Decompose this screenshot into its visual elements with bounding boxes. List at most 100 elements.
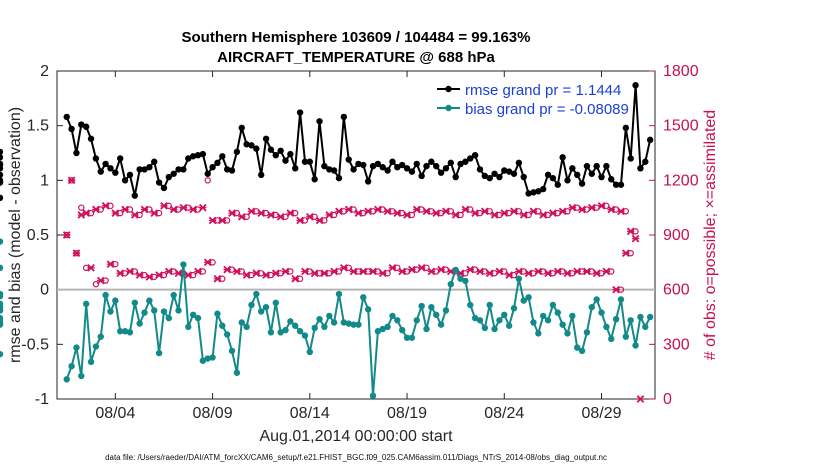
bias-data-point xyxy=(272,299,279,306)
assimilated-count-marker xyxy=(325,211,334,219)
assimilated-count-marker xyxy=(194,267,202,276)
rmse-data-point xyxy=(593,162,600,170)
assimilated-count-marker xyxy=(169,205,178,214)
rmse-data-point xyxy=(73,149,80,157)
assimilated-count-marker xyxy=(451,211,460,219)
bias-data-point xyxy=(423,325,430,333)
bias-data-point xyxy=(160,308,168,315)
assimilated-count-marker xyxy=(67,176,76,185)
assimilated-count-marker xyxy=(529,207,538,216)
rmse-data-point xyxy=(457,160,464,168)
assimilated-count-marker xyxy=(267,211,275,219)
assimilated-count-marker xyxy=(174,269,183,278)
bias-data-point xyxy=(102,291,109,299)
assimilated-count-marker xyxy=(354,209,363,217)
bias-data-point xyxy=(0,238,4,245)
bias-data-point xyxy=(535,330,542,337)
bias-data-point xyxy=(471,314,479,322)
y-right-tick-label: 300 xyxy=(663,336,690,353)
assimilated-count-marker xyxy=(403,211,411,219)
assimilated-count-marker xyxy=(140,205,149,214)
assimilated-count-marker xyxy=(340,263,348,272)
rmse-data-point xyxy=(515,159,523,167)
bias-data-point xyxy=(642,323,649,331)
rmse-data-point xyxy=(505,168,513,175)
rmse-data-point xyxy=(180,166,187,173)
rmse-data-point xyxy=(0,194,4,202)
assimilated-count-marker xyxy=(437,265,445,274)
assimilated-count-marker xyxy=(315,216,324,225)
rmse-data-point xyxy=(574,171,581,179)
bias-data-point xyxy=(505,322,513,329)
assimilated-count-marker xyxy=(583,267,591,276)
bias-data-point xyxy=(126,329,134,336)
rmse-data-point xyxy=(501,167,508,174)
bias-data-point xyxy=(243,323,250,331)
x-axis: 08/04 08/09 08/14 08/19 08/24 08/29 xyxy=(95,71,622,422)
assimilated-count-marker xyxy=(305,212,314,221)
bias-data-point xyxy=(136,320,143,327)
bias-data-point xyxy=(117,328,124,335)
assimilated-count-marker xyxy=(271,269,280,278)
rmse-data-point xyxy=(155,179,163,186)
rmse-data-point xyxy=(481,172,489,180)
rmse-data-point xyxy=(243,141,250,148)
rmse-data-point xyxy=(194,151,202,159)
rmse-data-point xyxy=(530,189,537,196)
chart-title: Southern Hemisphere 103609 / 104484 = 99… xyxy=(182,29,531,46)
legend-bias-label: bias grand pr = -0.08089 xyxy=(465,101,629,118)
bias-data-point xyxy=(413,317,420,324)
rmse-data-point xyxy=(165,173,173,181)
bias-data-point xyxy=(539,312,547,320)
data-file-footer: data file: /Users/raeder/DAI/ATM_forcXX/… xyxy=(105,453,607,462)
y-right-tick-label: 900 xyxy=(663,227,690,244)
assimilated-count-marker xyxy=(417,263,426,272)
rmse-data-point xyxy=(471,151,479,159)
bias-data-point xyxy=(199,357,207,364)
bias-data-point xyxy=(296,328,304,335)
rmse-data-point xyxy=(228,167,236,174)
bias-data-point xyxy=(389,312,396,320)
assimilated-count-marker xyxy=(213,274,222,283)
rmse-data-point xyxy=(189,153,197,160)
rmse-data-point xyxy=(199,150,207,158)
assimilated-count-marker xyxy=(359,267,368,276)
bias-data-point xyxy=(131,299,138,306)
x-tick-label: 08/29 xyxy=(581,405,621,422)
bias-data-point xyxy=(559,321,566,328)
bias-data-point xyxy=(248,301,255,309)
assimilated-count-marker xyxy=(291,274,300,283)
assimilated-count-marker xyxy=(218,216,227,225)
bias-data-point xyxy=(170,291,177,299)
bias-data-point xyxy=(525,294,532,301)
x-axis-label: Aug.01,2014 00:00:00 start xyxy=(259,428,453,445)
rmse-data-point xyxy=(0,154,4,161)
rmse-data-point xyxy=(612,181,620,188)
bias-data-point xyxy=(345,320,352,327)
assimilated-count-marker xyxy=(310,269,319,278)
x-tick-label: 08/09 xyxy=(193,405,233,422)
bias-data-point xyxy=(97,333,104,340)
assimilated-count-marker xyxy=(539,211,548,219)
rmse-data-point xyxy=(379,164,386,171)
bias-data-point xyxy=(408,334,416,341)
assimilated-count-marker xyxy=(587,203,596,212)
rmse-data-point xyxy=(462,158,469,165)
rmse-data-point xyxy=(238,124,245,132)
assimilated-count-marker xyxy=(208,216,217,225)
bias-data-point xyxy=(437,321,445,328)
bias-data-point xyxy=(583,329,591,336)
bias-data-point xyxy=(544,317,552,324)
rmse-data-point xyxy=(102,160,109,168)
assimilated-count-marker xyxy=(510,207,518,216)
y-right-tick-label: 600 xyxy=(663,282,690,299)
bias-data-point xyxy=(481,324,489,332)
rmse-data-point xyxy=(433,162,440,170)
bias-data-point xyxy=(228,347,236,355)
chart-subtitle: AIRCRAFT_TEMPERATURE @ 688 hPa xyxy=(217,49,495,66)
assimilated-count-marker xyxy=(524,269,533,278)
obs-count-markers xyxy=(62,176,645,403)
rmse-data-point xyxy=(491,170,498,177)
assimilated-count-marker xyxy=(378,269,387,278)
bias-data-point xyxy=(0,290,4,298)
